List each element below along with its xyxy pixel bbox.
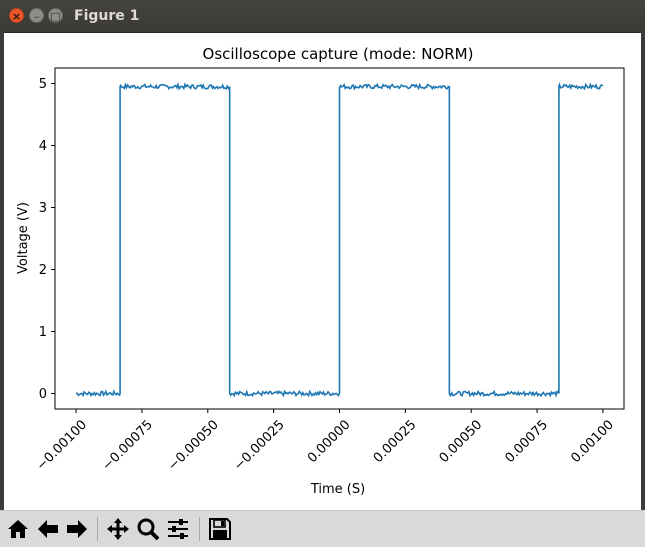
toolbar-separator xyxy=(199,517,200,541)
y-tick-label: 1 xyxy=(39,325,47,340)
y-tick-label: 0 xyxy=(39,387,47,402)
back-arrow-icon xyxy=(38,520,58,538)
y-tick-label: 5 xyxy=(39,77,47,92)
x-axis: −0.00100 −0.00075 −0.00050 −0.00025 0.00000 0… xyxy=(34,409,617,474)
y-tick-label: 3 xyxy=(39,201,47,216)
x-tick-label: −0.00050 xyxy=(166,417,222,473)
zoom-icon xyxy=(137,518,160,541)
chart-title: Oscilloscope capture (mode: NORM) xyxy=(203,45,474,63)
back-button[interactable] xyxy=(35,516,61,542)
zoom-button[interactable] xyxy=(135,516,161,542)
oscilloscope-chart[interactable]: Oscilloscope capture (mode: NORM) 0 1 2 3 4 5… xyxy=(0,32,645,510)
y-tick-label: 4 xyxy=(39,139,47,154)
y-axis: 0 1 2 3 4 5 xyxy=(39,77,55,402)
voltage-series-line xyxy=(75,82,604,398)
x-tick-label: −0.00100 xyxy=(34,417,90,473)
maximize-window-button[interactable]: □ xyxy=(48,8,63,23)
y-tick-label: 2 xyxy=(39,263,47,278)
x-tick-label: 0.00000 xyxy=(305,417,354,466)
toolbar-separator xyxy=(97,517,98,541)
minimize-window-button[interactable]: – xyxy=(29,8,44,23)
configure-subplots-button[interactable] xyxy=(165,516,191,542)
x-tick-label: 0.00025 xyxy=(371,417,420,466)
home-icon xyxy=(8,520,28,538)
window-left-border xyxy=(0,32,4,547)
close-window-button[interactable]: × xyxy=(9,8,24,23)
forward-arrow-icon xyxy=(67,520,87,538)
forward-button[interactable] xyxy=(64,516,90,542)
home-button[interactable] xyxy=(5,516,31,542)
figure-canvas[interactable]: Oscilloscope capture (mode: NORM) 0 1 2 3 4 5… xyxy=(0,32,645,510)
pan-icon xyxy=(107,518,129,540)
save-icon xyxy=(209,518,231,540)
y-axis-label: Voltage (V) xyxy=(16,202,31,274)
x-tick-label: −0.00025 xyxy=(231,417,287,473)
x-tick-label: 0.00100 xyxy=(568,417,617,466)
x-tick-label: 0.00075 xyxy=(502,417,551,466)
title-bar: × – □ Figure 1 xyxy=(0,0,645,33)
window-title: Figure 1 xyxy=(74,8,140,24)
pan-button[interactable] xyxy=(105,516,131,542)
window-right-border xyxy=(641,32,645,547)
navigation-toolbar xyxy=(0,510,645,547)
save-button[interactable] xyxy=(207,516,233,542)
x-tick-label: −0.00075 xyxy=(100,417,156,473)
x-tick-label: 0.00050 xyxy=(437,417,486,466)
x-axis-label: Time (S) xyxy=(310,482,365,497)
configure-subplots-icon xyxy=(168,519,188,539)
